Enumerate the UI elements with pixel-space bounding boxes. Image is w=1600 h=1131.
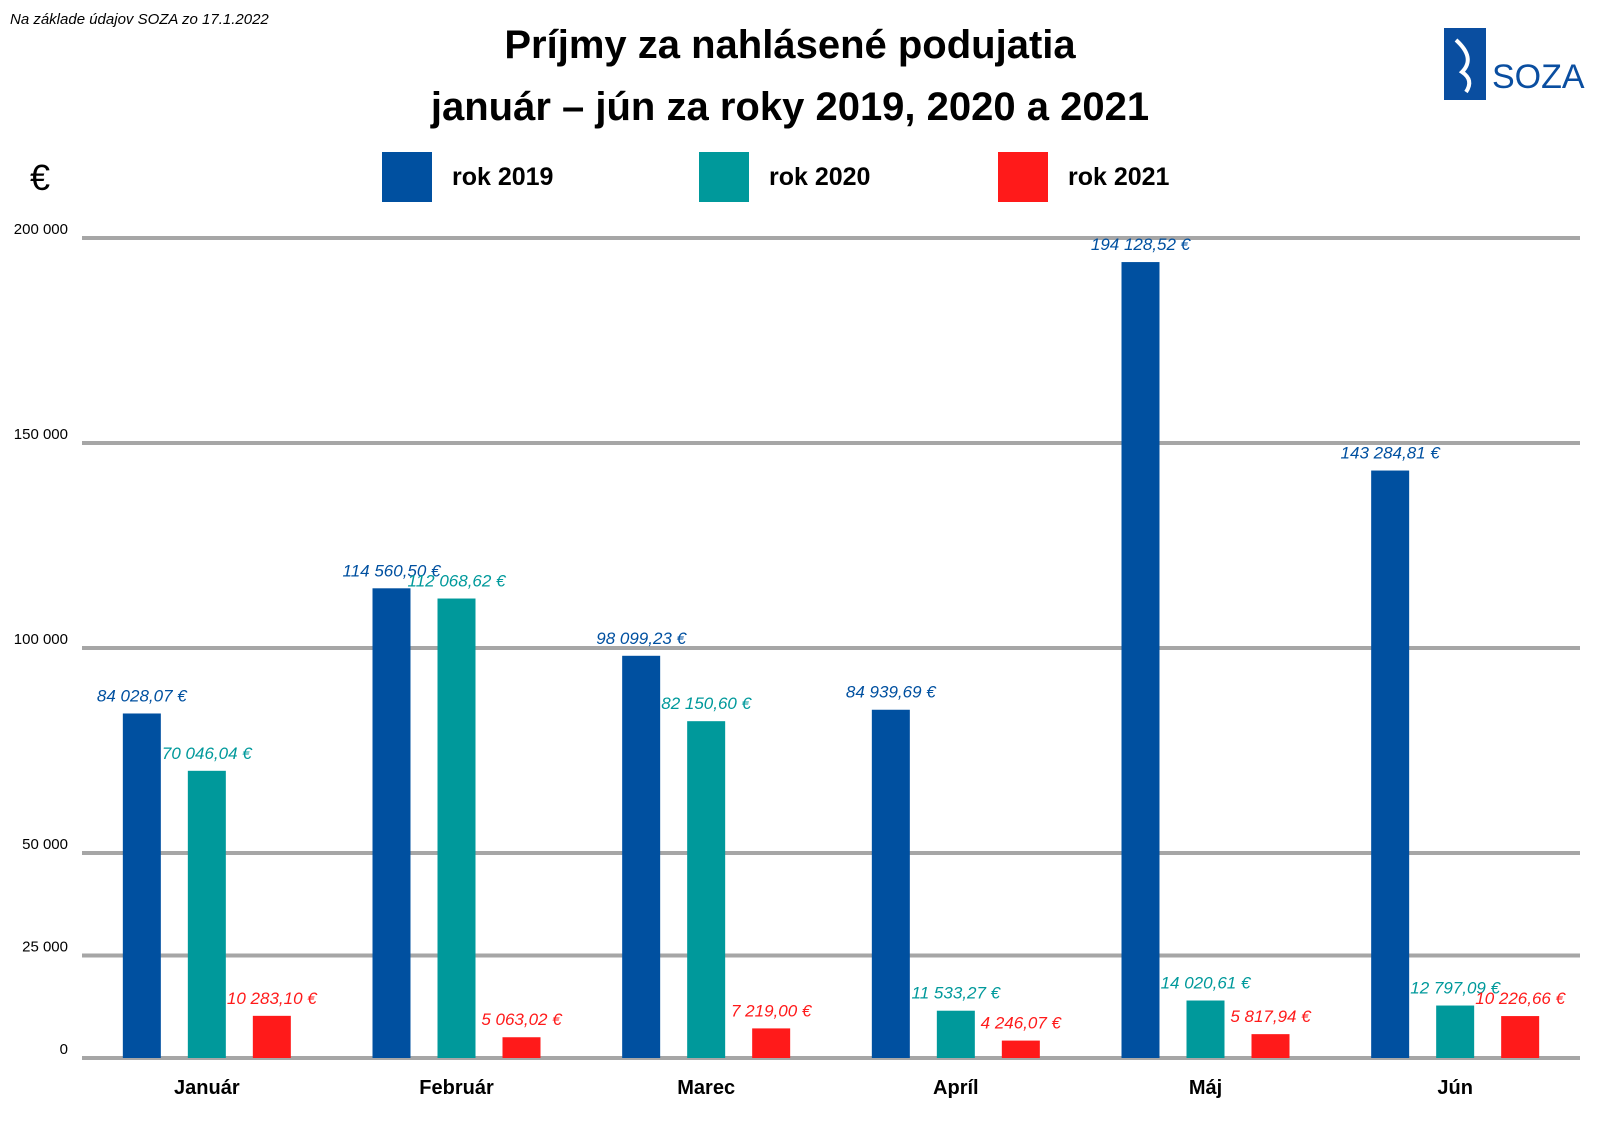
legend-label-2: rok 2020 [769, 163, 870, 191]
category-label: Jún [1437, 1077, 1473, 1099]
bar-Máj-3 [1251, 1034, 1290, 1058]
legend: rok 2019 rok 2020 rok 2021 [382, 152, 1170, 202]
category-label: Február [419, 1077, 494, 1099]
chart-title-line2: január – jún za roky 2019, 2020 a 2021 [430, 85, 1149, 129]
y-tick-label: 200 000 [14, 221, 68, 238]
category-label: Máj [1189, 1077, 1222, 1099]
bar-Jún-1 [1371, 470, 1410, 1058]
data-label: 12 797,09 € [1410, 979, 1501, 998]
bar-Jún-2 [1436, 1005, 1475, 1058]
data-label: 5 817,94 € [1230, 1007, 1312, 1026]
data-label: 70 046,04 € [162, 744, 253, 763]
bar-Marec-2 [687, 721, 726, 1058]
bar-Máj-2 [1186, 1000, 1225, 1058]
y-tick-label: 100 000 [14, 631, 68, 648]
data-label: 5 063,02 € [481, 1010, 563, 1029]
data-label: 194 128,52 € [1091, 235, 1192, 254]
legend-label-3: rok 2021 [1068, 163, 1170, 191]
bar-Apríl-2 [936, 1010, 975, 1058]
y-tick-label: 0 [60, 1041, 68, 1058]
category-label: Január [174, 1077, 240, 1099]
chart-title-line1: Príjmy za nahlásené podujatia [504, 23, 1076, 67]
data-label: 112 068,62 € [408, 572, 508, 591]
bar-Január-2 [187, 770, 226, 1058]
y-tick-label: 25 000 [22, 939, 68, 956]
soza-logo: SOZA [1444, 28, 1585, 100]
bar-Február-2 [437, 598, 476, 1058]
grid: 0 25 000 50 000 100 000 150 000 200 000 [14, 221, 1580, 1060]
data-label: 11 533,27 € [912, 984, 1002, 1003]
bar-Marec-1 [622, 655, 661, 1058]
data-label: 84 028,07 € [97, 686, 188, 705]
legend-label-1: rok 2019 [452, 163, 553, 191]
bar-Máj-1 [1121, 262, 1160, 1058]
data-label: 4 246,07 € [981, 1014, 1063, 1033]
soza-logo-mark [1444, 28, 1486, 100]
bar-Marec-3 [752, 1028, 791, 1058]
bar-Január-1 [122, 713, 161, 1058]
data-label: 14 020,61 € [1161, 974, 1252, 993]
data-label: 10 283,10 € [227, 989, 318, 1008]
x-axis-categories: Január Február Marec Apríl Máj Jún [174, 1077, 1473, 1099]
bar-Február-1 [372, 588, 411, 1058]
category-label: Marec [677, 1077, 735, 1099]
legend-swatch-1 [382, 152, 432, 202]
y-tick-label: 50 000 [22, 836, 68, 853]
category-label: Apríl [933, 1077, 979, 1099]
data-label: 84 939,69 € [846, 683, 937, 702]
soza-logo-text: SOZA [1492, 58, 1585, 96]
data-labels: 84 028,07 € 70 046,04 € 10 283,10 € 114 560… [97, 235, 1567, 1033]
bar-Február-3 [502, 1037, 541, 1058]
bar-Apríl-1 [871, 709, 910, 1058]
data-label: 10 226,66 € [1475, 989, 1566, 1008]
data-label: 114 560,50 € [343, 561, 443, 580]
y-axis-unit: € [30, 157, 50, 198]
legend-swatch-2 [699, 152, 749, 202]
data-label: 143 284,81 € [1341, 444, 1442, 463]
bars [122, 262, 1540, 1058]
data-label: 7 219,00 € [731, 1001, 813, 1020]
legend-swatch-3 [998, 152, 1048, 202]
bar-Január-3 [252, 1015, 291, 1058]
source-note: Na základe údajov SOZA zo 17.1.2022 [10, 11, 269, 28]
soza-logo-glyph [1454, 38, 1472, 94]
bar-Jún-3 [1501, 1016, 1540, 1058]
y-tick-label: 150 000 [14, 426, 68, 443]
data-label: 98 099,23 € [596, 629, 687, 648]
data-label: 82 150,60 € [661, 694, 752, 713]
bar-Apríl-3 [1001, 1040, 1040, 1058]
